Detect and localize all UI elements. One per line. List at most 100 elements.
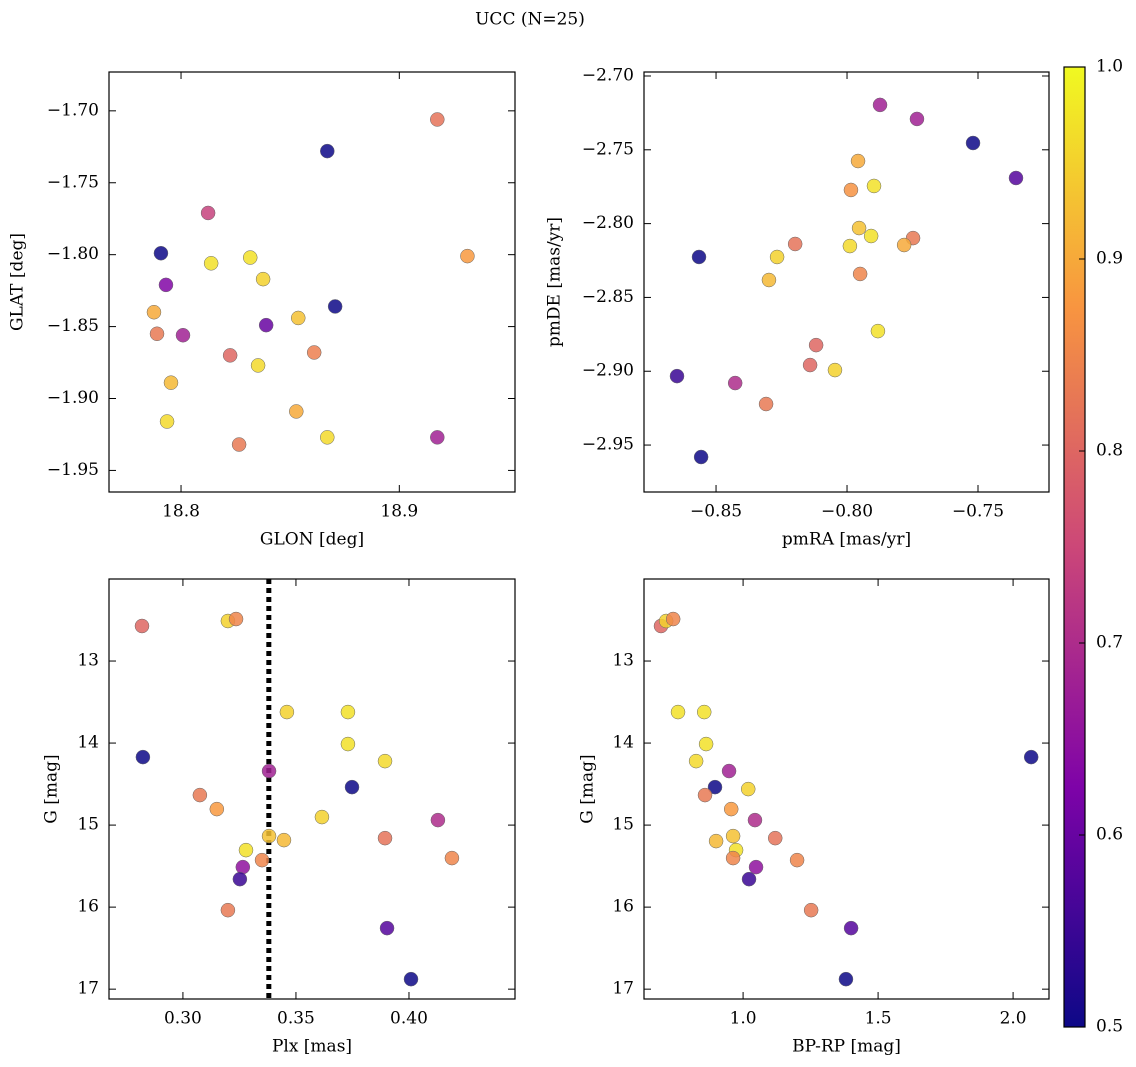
y-tick-label: −2.70: [582, 65, 634, 85]
y-tick-label: −1.85: [47, 316, 99, 336]
scatter-point: [870, 323, 886, 339]
scatter-point: [698, 736, 714, 752]
scatter-point: [261, 828, 277, 844]
scatter-point: [444, 850, 460, 866]
scatter-point: [723, 801, 739, 817]
scatter-point: [235, 859, 251, 875]
scatter-point: [740, 781, 756, 797]
scatter-point: [403, 971, 419, 987]
x-tick-label: 1.0: [730, 1009, 757, 1029]
scatter-point: [153, 245, 169, 261]
colorbar-tick-label: 1.0: [1096, 57, 1123, 77]
scatter-point: [290, 310, 306, 326]
scatter-point: [789, 852, 805, 868]
colorbar-tick-label: 0.7: [1096, 633, 1123, 653]
scatter-point: [866, 178, 882, 194]
scatter-point: [289, 404, 304, 419]
scatter-point: [748, 859, 764, 875]
x-tick-label: −0.85: [690, 502, 742, 522]
x-axis-label: Plx [mas]: [272, 1037, 352, 1057]
scatter-point: [721, 763, 737, 779]
y-tick-label: 16: [77, 897, 99, 917]
x-axis-label: pmRA [mas/yr]: [782, 530, 911, 550]
y-tick-label: −2.80: [582, 213, 634, 233]
scatter-point: [320, 430, 335, 445]
y-tick-label: −1.75: [47, 172, 99, 192]
plot-frame: [108, 71, 516, 493]
y-axis-label: G [mag]: [578, 754, 598, 823]
scatter-point: [242, 250, 258, 265]
x-axis-label: GLON [deg]: [260, 530, 364, 550]
scatter-point: [158, 277, 174, 293]
scatter-point: [769, 249, 785, 265]
scatter-point: [276, 832, 292, 848]
scatter-point: [327, 299, 343, 314]
scatter-point: [827, 362, 843, 378]
scatter-point: [222, 348, 238, 363]
scatter-point: [851, 220, 867, 236]
y-tick-label: 16: [612, 897, 634, 917]
y-axis-label: pmDE [mas/yr]: [545, 217, 565, 347]
scatter-point: [430, 812, 446, 828]
x-tick-label: −0.75: [952, 502, 1004, 522]
x-tick-label: 18.9: [380, 502, 418, 522]
scatter-point: [747, 812, 763, 828]
scatter-point: [665, 611, 681, 627]
scatter-point: [896, 237, 912, 253]
colorbar-tick-label: 0.5: [1096, 1017, 1123, 1037]
scatter-point: [761, 272, 777, 288]
scatter-point: [228, 611, 244, 627]
scatter-point: [843, 920, 859, 936]
y-tick-label: 13: [77, 651, 99, 671]
colorbar-tick-label: 0.6: [1096, 825, 1123, 845]
y-tick-label: 14: [77, 733, 99, 753]
scatter-point: [377, 830, 393, 846]
scatter-point: [149, 326, 165, 342]
plot-frame: [643, 71, 1050, 493]
scatter-point: [725, 828, 741, 844]
x-tick-label: 1.5: [865, 1009, 892, 1029]
scatter-point: [314, 809, 330, 825]
scatter-point: [279, 704, 295, 720]
scatter-point: [850, 153, 866, 169]
scatter-point: [758, 396, 774, 412]
y-tick-label: 14: [612, 733, 634, 753]
scatter-point: [377, 753, 393, 769]
scatter-point: [1008, 170, 1024, 186]
scatter-point: [430, 112, 445, 127]
scatter-point: [727, 375, 743, 391]
scatter-point: [340, 704, 356, 720]
scatter-point: [725, 850, 741, 866]
scatter-point: [669, 368, 685, 384]
scatter-point: [135, 749, 151, 765]
y-tick-label: 15: [612, 815, 634, 835]
colorbar-tick-label: 0.8: [1096, 441, 1123, 461]
scatter-point: [306, 345, 322, 360]
scatter-point: [693, 449, 709, 465]
y-tick-label: −1.80: [47, 244, 99, 264]
scatter-point: [838, 971, 854, 987]
scatter-point: [430, 430, 445, 445]
colorbar-tick-label: 0.9: [1096, 249, 1123, 269]
scatter-point: [852, 266, 868, 282]
subplot: 18.8 18.9 −1.70 −1.75 −1.80 −1.85 −1.90 −1.95 GL…: [8, 71, 516, 550]
figure-title: UCC (N=25): [475, 10, 585, 30]
scatter-point: [203, 256, 219, 271]
scatter-point: [258, 317, 274, 333]
scatter-point: [192, 787, 208, 803]
scatter-point: [708, 833, 724, 849]
scatter-point: [344, 779, 360, 795]
y-tick-label: −1.90: [47, 388, 99, 408]
plot-frame: [643, 578, 1050, 1000]
x-tick-label: 0.35: [277, 1009, 315, 1029]
x-tick-label: 18.8: [162, 502, 200, 522]
y-tick-label: 15: [77, 815, 99, 835]
colorbar: [1063, 66, 1086, 1028]
scatter-point: [808, 337, 824, 353]
scatter-point: [741, 871, 757, 887]
scatter-point: [965, 135, 981, 151]
scatter-point: [238, 842, 254, 858]
scatter-point: [697, 787, 713, 803]
scatter-point: [134, 618, 150, 634]
